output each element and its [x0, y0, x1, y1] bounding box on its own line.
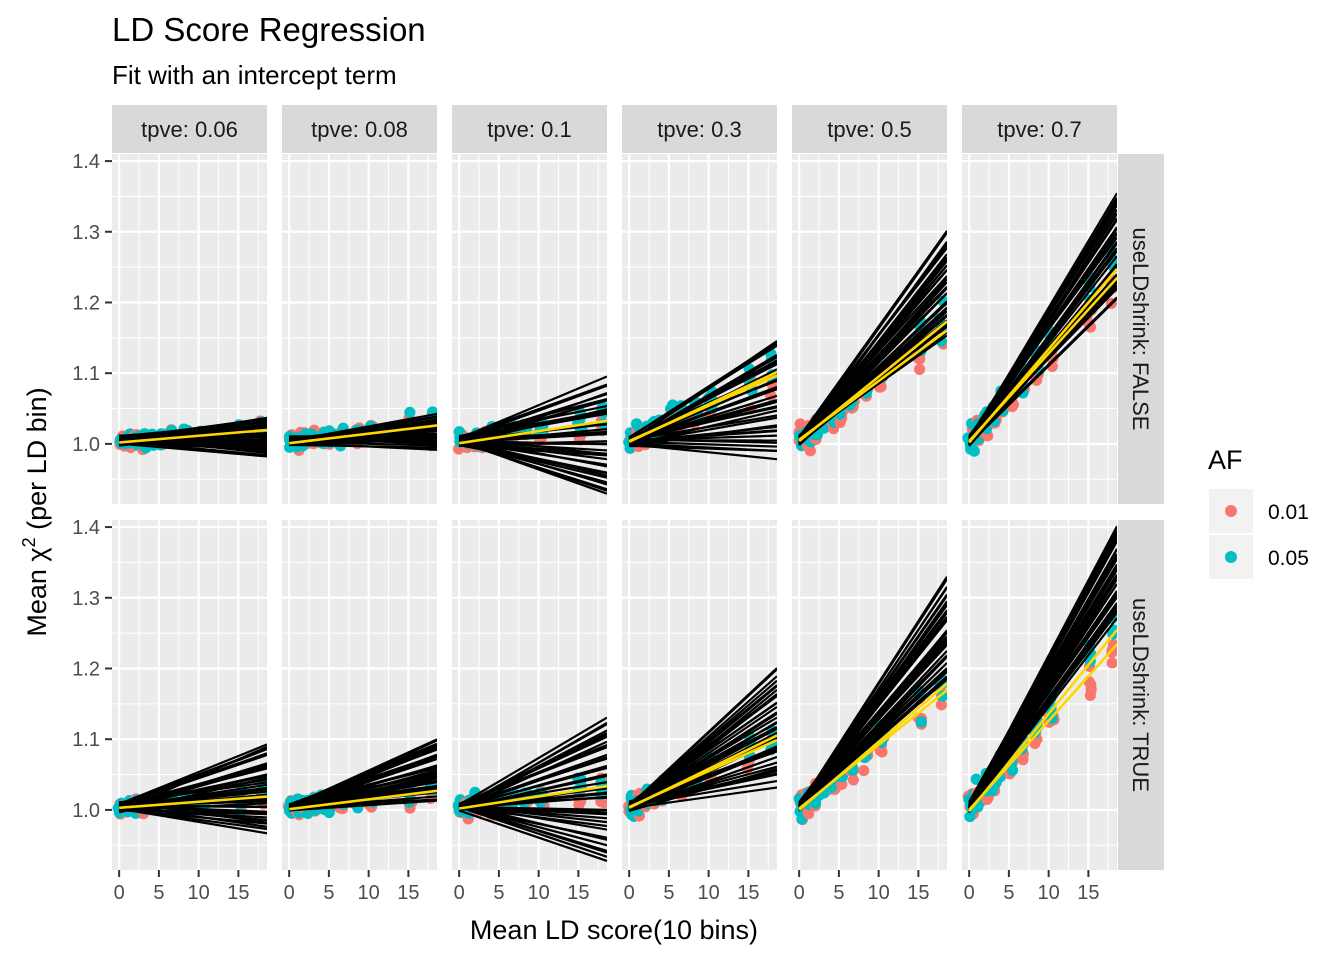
- row-strip-label-1: useLDshrink: TRUE: [1128, 598, 1153, 792]
- x-tick-label: 10: [528, 882, 550, 904]
- panel-0-1: [282, 154, 438, 504]
- y-tick-label: 1.1: [72, 363, 100, 385]
- x-tick-label: 5: [663, 882, 674, 904]
- point-af-0.01: [848, 774, 859, 785]
- y-axis-title-main: Mean χ: [22, 547, 52, 636]
- legend-key-0-marker: [1225, 505, 1237, 517]
- y-tick-label: 1.4: [72, 517, 100, 539]
- x-tick-label: 0: [624, 882, 635, 904]
- legend-title: AF: [1208, 445, 1243, 475]
- y-tick-label: 1.3: [72, 588, 100, 610]
- x-tick-label: 0: [964, 882, 975, 904]
- facet-strip-label-5: tpve: 0.7: [997, 117, 1081, 142]
- facet-strip-label-0: tpve: 0.06: [141, 117, 238, 142]
- panel-1-0: [112, 520, 270, 870]
- x-tick-label: 10: [358, 882, 380, 904]
- panel-0-2: [452, 154, 610, 504]
- chart-subtitle: Fit with an intercept term: [112, 60, 397, 90]
- point-af-0.05: [404, 407, 415, 418]
- panel-1-2: [452, 520, 610, 870]
- x-tick-label: 10: [1038, 882, 1060, 904]
- x-tick-label: 5: [833, 882, 844, 904]
- panel-1-3: [622, 520, 780, 870]
- x-tick-label: 15: [567, 882, 589, 904]
- x-tick-label: 5: [323, 882, 334, 904]
- x-tick-label: 10: [188, 882, 210, 904]
- x-tick-label: 15: [737, 882, 759, 904]
- x-tick-label: 15: [397, 882, 419, 904]
- facet-strip-label-2: tpve: 0.1: [487, 117, 571, 142]
- x-tick-label: 15: [907, 882, 929, 904]
- y-tick-label: 1.4: [72, 151, 100, 173]
- panel-1-1: [282, 520, 441, 870]
- row-strip-label-0: useLDshrink: FALSE: [1128, 228, 1153, 431]
- x-tick-label: 0: [114, 882, 125, 904]
- x-tick-label: 0: [284, 882, 295, 904]
- legend-label-1: 0.05: [1268, 547, 1309, 570]
- x-tick-label: 10: [868, 882, 890, 904]
- facet-panels: tpve: 0.06 tpve: 0.08 tpve: 0.1 tpve: 0.3 tp…: [112, 105, 1164, 870]
- y-axis-title-rest: (per LD bin): [22, 387, 52, 537]
- panel-background: [282, 154, 437, 504]
- point-af-0.01: [858, 765, 869, 776]
- x-axis-title: Mean LD score(10 bins): [470, 915, 758, 945]
- y-axis-title: Mean χ2 (per LD bin): [19, 387, 52, 636]
- point-af-0.05: [916, 716, 927, 727]
- panel-background: [622, 520, 777, 870]
- panel-1-4: [792, 520, 949, 870]
- y-tick-label: 1.2: [72, 292, 100, 314]
- panel-0-3: [622, 154, 779, 504]
- y-tick-label: 1.0: [72, 434, 100, 456]
- panel-0-4: [792, 154, 949, 504]
- point-af-0.01: [1107, 657, 1118, 668]
- y-tick-label: 1.0: [72, 800, 100, 822]
- chart-title: LD Score Regression: [112, 11, 426, 48]
- x-tick-label: 15: [1077, 882, 1099, 904]
- x-tick-label: 5: [153, 882, 164, 904]
- facet-strip-label-3: tpve: 0.3: [657, 117, 741, 142]
- x-tick-label: 15: [227, 882, 249, 904]
- legend: AF 0.01 0.05: [1208, 445, 1309, 579]
- panel-0-0: [112, 154, 271, 504]
- y-axis-title-superscript: 2: [19, 537, 39, 547]
- x-tick-label: 10: [698, 882, 720, 904]
- facet-strip-label-4: tpve: 0.5: [827, 117, 911, 142]
- y-tick-label: 1.2: [72, 658, 100, 680]
- point-af-0.01: [1086, 684, 1097, 695]
- x-tick-label: 0: [454, 882, 465, 904]
- x-tick-label: 0: [794, 882, 805, 904]
- legend-label-0: 0.01: [1268, 501, 1309, 524]
- facet-strip-label-1: tpve: 0.08: [311, 117, 408, 142]
- legend-key-1-marker: [1225, 551, 1237, 563]
- y-tick-label: 1.3: [72, 222, 100, 244]
- x-tick-label: 5: [493, 882, 504, 904]
- point-af-0.05: [969, 446, 980, 457]
- x-tick-label: 5: [1003, 882, 1014, 904]
- point-af-0.01: [914, 364, 925, 375]
- panel-0-5: [962, 154, 1120, 504]
- panel-1-5: [962, 520, 1120, 870]
- y-tick-label: 1.1: [72, 729, 100, 751]
